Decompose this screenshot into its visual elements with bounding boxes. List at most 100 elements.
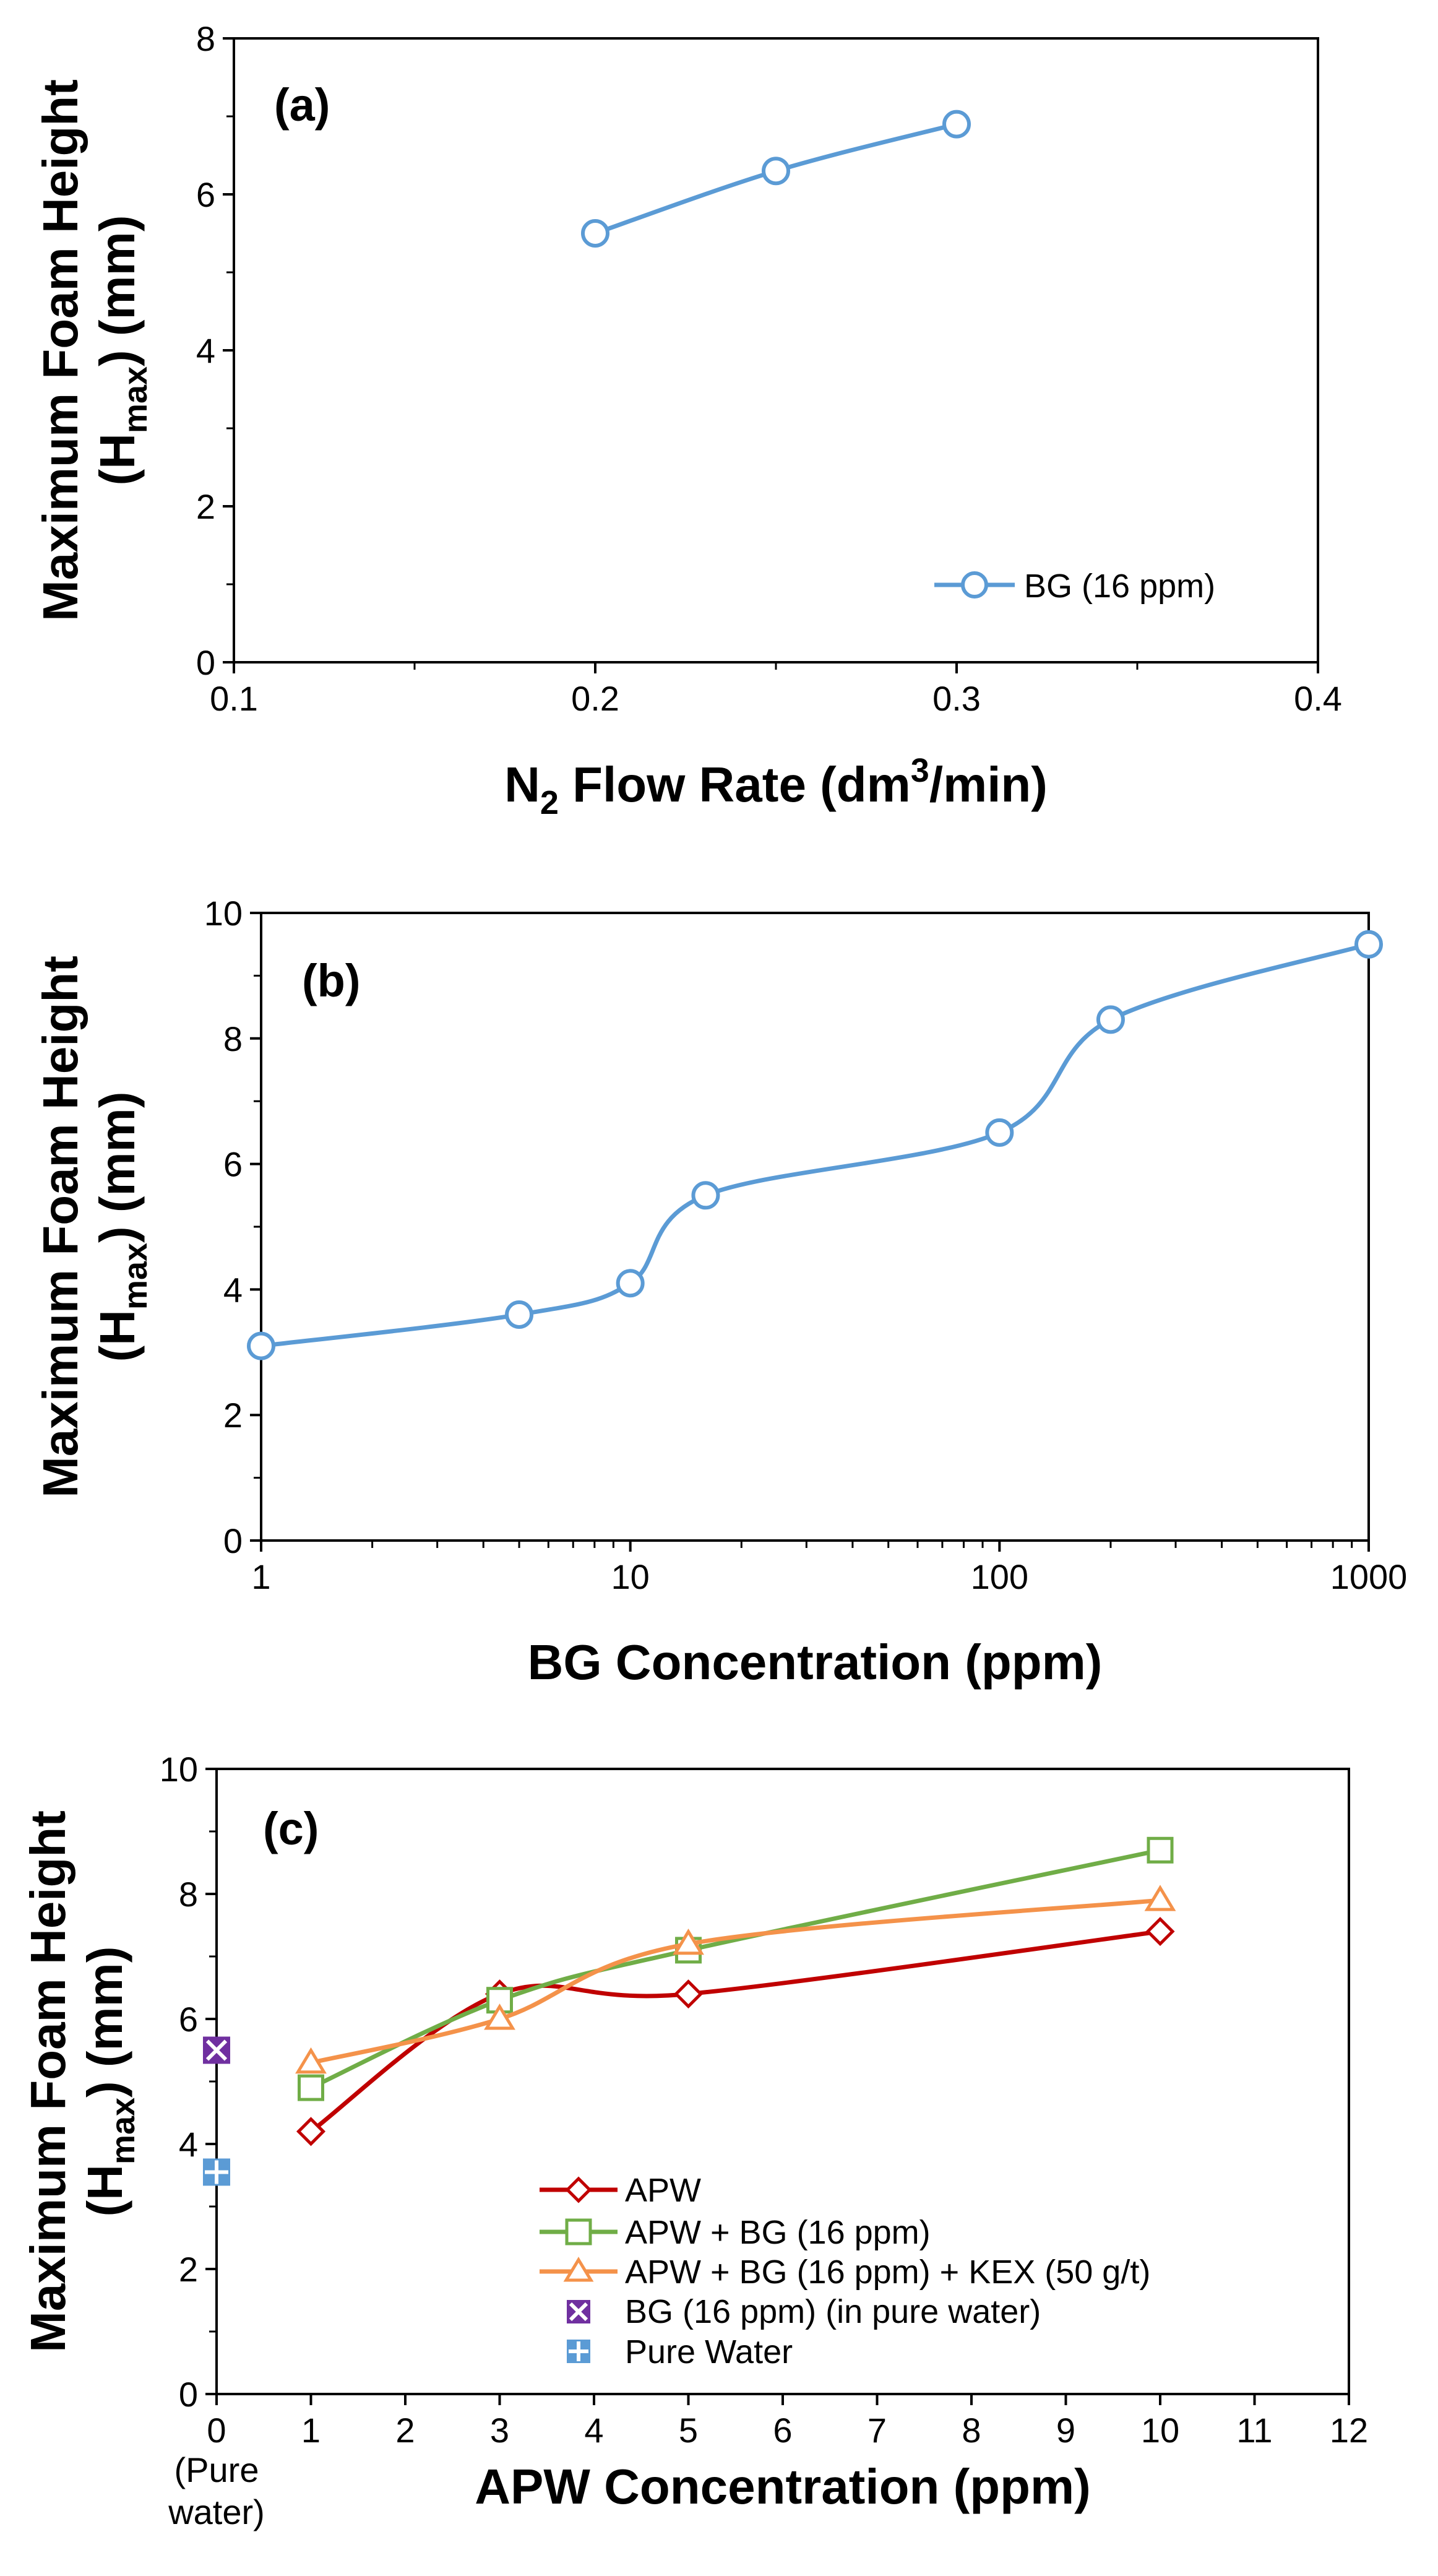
legend-label-apw-bg-kex: APW + BG (16 ppm) + KEX (50 g/t) xyxy=(625,2254,1150,2291)
x-tick-label: 12 xyxy=(1330,2411,1368,2450)
y-tick-label: 8 xyxy=(196,19,215,58)
series-bg-16-ppm-in-pure-water- xyxy=(203,2036,230,2064)
y-axis-title-b-line2: (Hmax) (mm) xyxy=(90,1092,154,1362)
y-tick-label: 2 xyxy=(223,1396,243,1435)
y-axis-title-c-line1: Maximum Foam Height xyxy=(20,1810,75,2353)
x-tick-label: 0.4 xyxy=(1294,679,1342,718)
data-point xyxy=(616,1269,645,1298)
data-point xyxy=(1144,1885,1176,1911)
x-tick-label: 10 xyxy=(611,1557,650,1596)
x-tick-label: 11 xyxy=(1236,2411,1272,2450)
y-axis-title-b-line1: Maximum Foam Height xyxy=(33,956,88,1498)
data-point xyxy=(203,2036,230,2064)
data-point xyxy=(486,1987,513,2014)
x-tick-label: 1 xyxy=(251,1557,270,1596)
y-tick-label: 0 xyxy=(223,1521,243,1560)
x-tick-label: 6 xyxy=(773,2411,792,2450)
legend-label-pure-water: Pure Water xyxy=(625,2333,793,2371)
data-point xyxy=(505,1300,534,1329)
y-tick-label: 8 xyxy=(223,1019,243,1058)
data-point xyxy=(762,157,790,186)
legend-label-apw-bg: APW + BG (16 ppm) xyxy=(625,2214,931,2251)
series-line xyxy=(309,1898,1163,2065)
chart-title-b: (b) xyxy=(302,955,361,1006)
series-line xyxy=(259,942,1371,1349)
x-tick-label: 3 xyxy=(490,2411,509,2450)
legend-label-bg-pure-water: BG (16 ppm) (in pure water) xyxy=(625,2293,1041,2330)
series-pure-water xyxy=(203,2158,230,2186)
data-point xyxy=(203,2158,230,2186)
y-tick-label: 0 xyxy=(196,643,215,682)
series-line xyxy=(309,1929,1163,2134)
series-bg xyxy=(247,930,1383,1360)
data-point xyxy=(1147,1836,1174,1864)
data-point xyxy=(691,1181,720,1210)
y-tick-label: 2 xyxy=(179,2250,198,2289)
legend-c: APW APW + BG (16 ppm) APW + BG (16 ppm) … xyxy=(540,2172,1150,2371)
y-tick-label: 10 xyxy=(160,1750,198,1789)
data-point xyxy=(673,1928,704,1955)
x-note-line1: (Pure xyxy=(174,2450,259,2489)
y-axis-title-a-line1: Maximum Foam Height xyxy=(33,79,88,621)
data-point xyxy=(1096,1005,1125,1034)
data-point xyxy=(295,2047,327,2074)
x-note-line2: water) xyxy=(168,2492,265,2531)
x-tick-label: 7 xyxy=(868,2411,887,2450)
legend-marker-apw-bg xyxy=(565,2218,592,2245)
y-tick-label: 6 xyxy=(196,175,215,214)
series-bg-16-ppm- xyxy=(581,110,971,248)
y-tick-label: 6 xyxy=(223,1145,243,1184)
legend-marker-bg xyxy=(961,571,988,599)
y-tick-label: 10 xyxy=(204,894,243,933)
chart-title-c: (c) xyxy=(263,1803,319,1854)
x-tick-label: 0.3 xyxy=(932,679,981,718)
data-point xyxy=(247,1331,275,1360)
y-tick-label: 4 xyxy=(196,331,215,370)
data-point xyxy=(673,1979,704,2009)
y-tick-label: 4 xyxy=(223,1270,243,1309)
data-point xyxy=(581,219,609,248)
x-axis-title-c: APW Concentration (ppm) xyxy=(475,2459,1090,2514)
x-tick-label: 0.2 xyxy=(571,679,619,718)
y-tick-label: 8 xyxy=(179,1875,198,1914)
y-tick-label: 4 xyxy=(179,2125,198,2164)
x-tick-label: 9 xyxy=(1056,2411,1075,2450)
data-point xyxy=(942,110,971,139)
x-axis-title-a: N2 Flow Rate (dm3/min) xyxy=(504,752,1048,821)
panel-b: 0 2 4 6 8 10 1 10 100 1000 (b) BG Concentration (… xyxy=(33,894,1407,1690)
data-point xyxy=(484,2003,515,2030)
x-tick-label: 5 xyxy=(679,2411,698,2450)
x-tick-label: 2 xyxy=(395,2411,415,2450)
y-axis-title-c-line2: (Hmax) (mm) xyxy=(77,1947,142,2217)
data-point xyxy=(296,2117,326,2146)
x-tick-label: 100 xyxy=(971,1557,1028,1596)
y-axis-title-a-line2: (Hmax) (mm) xyxy=(90,215,154,486)
chart-title-a: (a) xyxy=(274,79,330,131)
data-point xyxy=(298,2074,324,2101)
y-tick-label: 6 xyxy=(179,2000,198,2039)
x-tick-label: 8 xyxy=(962,2411,981,2450)
x-tick-label: 10 xyxy=(1141,2411,1179,2450)
x-tick-label: 1000 xyxy=(1330,1557,1408,1596)
legend-label-apw: APW xyxy=(625,2172,701,2209)
x-tick-label: 4 xyxy=(584,2411,603,2450)
y-tick-label: 0 xyxy=(179,2375,198,2414)
data-point xyxy=(1354,930,1383,959)
plot-area-b xyxy=(260,912,1370,1542)
data-point xyxy=(1145,1917,1175,1947)
legend-marker-apw-bg-kex xyxy=(563,2257,594,2282)
legend-marker-bg-pure-water xyxy=(567,2300,590,2323)
data-point xyxy=(985,1118,1014,1147)
series-apw-bg-16-ppm-kex-50-g-t- xyxy=(295,1885,1176,2074)
y-tick-label: 2 xyxy=(196,487,215,526)
panel-a: 0 2 4 6 8 0.1 0.2 0.3 0.4 (a) BG (16 ppm) N2 Flo… xyxy=(33,19,1342,821)
legend-a: BG (16 ppm) xyxy=(934,568,1215,605)
legend-marker-apw xyxy=(565,2176,592,2203)
series-apw-bg-16-ppm- xyxy=(298,1836,1174,2101)
x-axis-title-b: BG Concentration (ppm) xyxy=(528,1635,1103,1690)
x-tick-label: 0 xyxy=(207,2411,226,2450)
x-tick-label: 0.1 xyxy=(210,679,258,718)
series-line xyxy=(309,1848,1163,2090)
legend-marker-pure-water xyxy=(567,2340,590,2363)
